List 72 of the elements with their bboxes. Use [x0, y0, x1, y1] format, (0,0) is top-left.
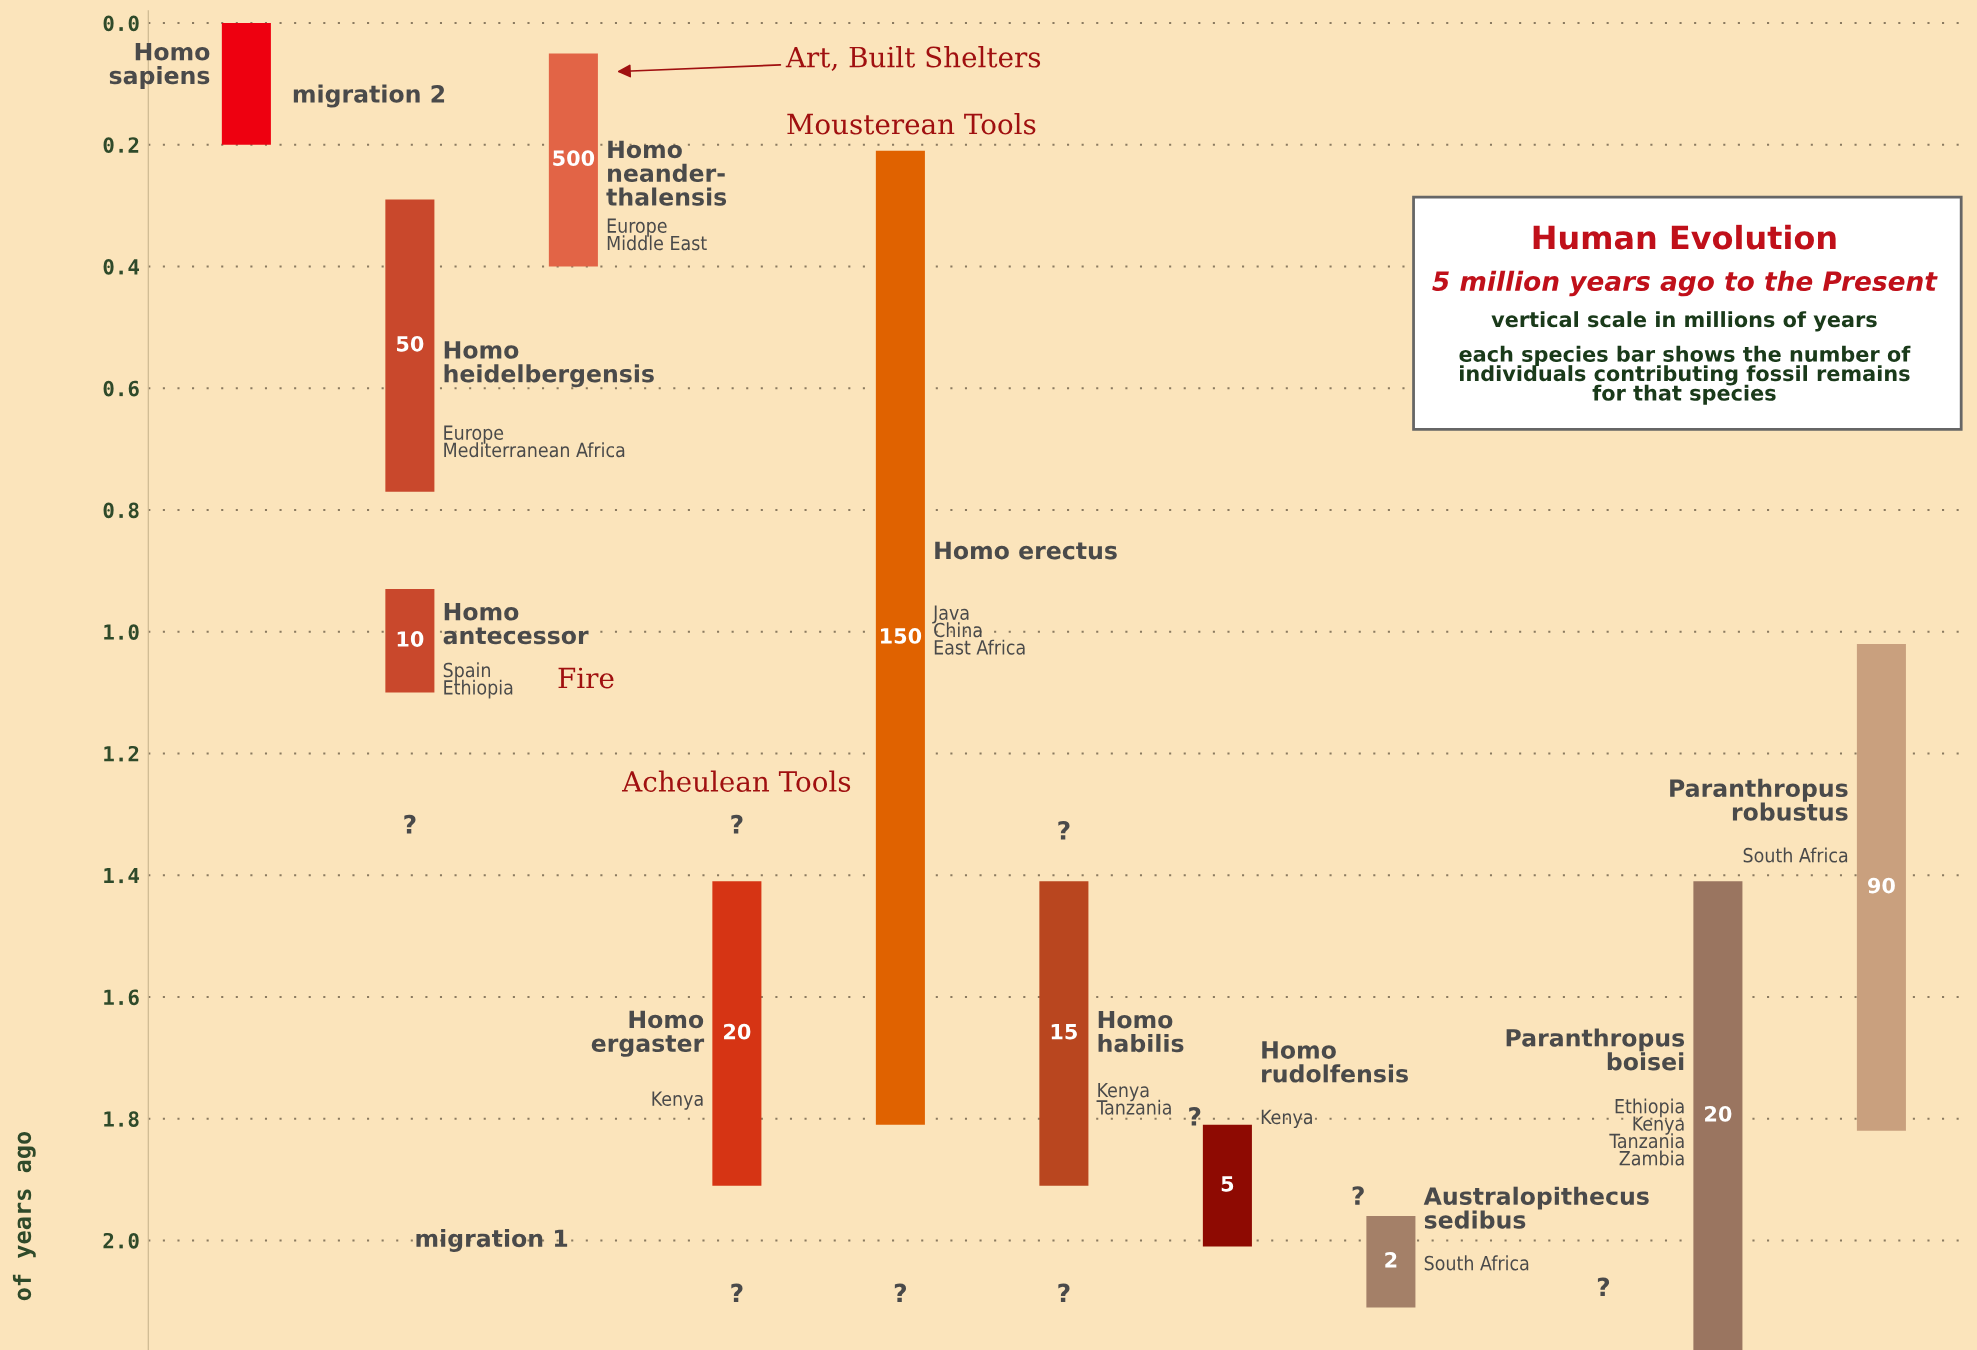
- annotation: ?: [1058, 1283, 1070, 1303]
- annotation: Acheulean Tools: [622, 770, 851, 792]
- annotation: Kenya: [1261, 1109, 1312, 1129]
- annotation: Kenya: [652, 1091, 703, 1110]
- annotation: Homo sapiens: [109, 43, 210, 89]
- annotation: South Africa: [1743, 847, 1848, 863]
- annotation: Homo erectus: [935, 541, 1117, 560]
- bar: [1039, 881, 1089, 1186]
- annotation: each species bar shows the number of individuals contributing fossil remains for that species: [1459, 345, 1911, 405]
- annotation: Homo heidelbergensis: [444, 341, 654, 388]
- annotation: 5: [1221, 1176, 1234, 1192]
- annotation: Paranthropus robustus: [1670, 778, 1848, 821]
- bar: [548, 53, 598, 267]
- annotation: 20: [1705, 1105, 1732, 1122]
- annotation: Homo neander- thalensis: [606, 140, 727, 206]
- annotation: Paranthropus boisei: [1506, 1028, 1685, 1071]
- bar: [385, 589, 435, 693]
- y-tick-label: 2.0: [103, 1232, 139, 1249]
- annotation: migration 2: [293, 84, 445, 108]
- bar: [1693, 881, 1743, 1350]
- y-tick-label: 0.8: [103, 502, 139, 519]
- annotation: Europe Middle East: [607, 218, 707, 251]
- annotation: South Africa: [1424, 1255, 1529, 1271]
- text: Human Evolution: [1533, 224, 1836, 250]
- annotation: Java China East Africa: [932, 605, 1025, 655]
- annotation: Homo habilis: [1098, 1010, 1184, 1053]
- annotation: 500: [553, 150, 595, 166]
- annotation: Fire: [558, 667, 614, 689]
- bar: [1856, 643, 1906, 1131]
- annotation: Art, Built Shelters: [785, 46, 1041, 71]
- annotation: 150: [881, 628, 922, 644]
- annotation: Australopithecus sedibus: [1423, 1186, 1649, 1229]
- annotation: ?: [1189, 1107, 1201, 1126]
- annotation: Homo ergaster: [591, 1010, 705, 1057]
- annotation: ?: [404, 814, 416, 834]
- annotation: 10: [397, 631, 424, 647]
- annotation: 15: [1051, 1024, 1077, 1040]
- y-tick-label: 1.0: [104, 624, 139, 640]
- y-tick-label: 0.6: [103, 380, 139, 397]
- annotation: vertical scale in millions of years: [1491, 311, 1877, 332]
- annotation: 2: [1385, 1252, 1397, 1268]
- bar: [221, 22, 271, 145]
- annotation: ?: [731, 1283, 743, 1303]
- y-tick-label: 1.6: [104, 989, 139, 1006]
- annotation: Europe Mediterranean Africa: [444, 425, 625, 458]
- annotation: Homo antecessor: [443, 603, 589, 645]
- annotation: ?: [731, 814, 743, 834]
- annotation: 90: [1867, 877, 1895, 894]
- annotation: ?: [1058, 820, 1070, 840]
- annotation: 50: [396, 335, 424, 352]
- annotation: ?: [1597, 1277, 1610, 1297]
- bar: [1366, 1216, 1416, 1308]
- annotation: Spain Ethiopia: [443, 662, 513, 699]
- bar: [712, 881, 762, 1186]
- text: 5 million years ago to the Present: [1432, 270, 1938, 297]
- annotation: 20: [724, 1023, 751, 1040]
- y-tick-label: 1.2: [104, 745, 139, 762]
- y-tick-label: 0.2: [103, 137, 139, 153]
- annotation: Homo rudolfensis: [1262, 1041, 1408, 1083]
- y-tick-label: 1.4: [104, 867, 140, 884]
- y-tick-label: 1.8: [104, 1111, 139, 1127]
- y-tick-label: 0.0: [103, 15, 139, 32]
- bar: [1202, 1124, 1252, 1247]
- y-tick-label: 0.4: [103, 258, 140, 275]
- annotation: migration 1: [416, 1228, 568, 1252]
- annotation: ?: [894, 1283, 907, 1303]
- annotation: Ethiopia Kenya Tanzania Zambia: [1609, 1098, 1684, 1166]
- bar: [875, 150, 925, 1125]
- annotation: Mousterean Tools: [787, 113, 1036, 135]
- annotation: Kenya Tanzania: [1096, 1082, 1171, 1115]
- annotation: ?: [1352, 1186, 1364, 1205]
- y-axis-title: of years ago: [12, 1131, 36, 1301]
